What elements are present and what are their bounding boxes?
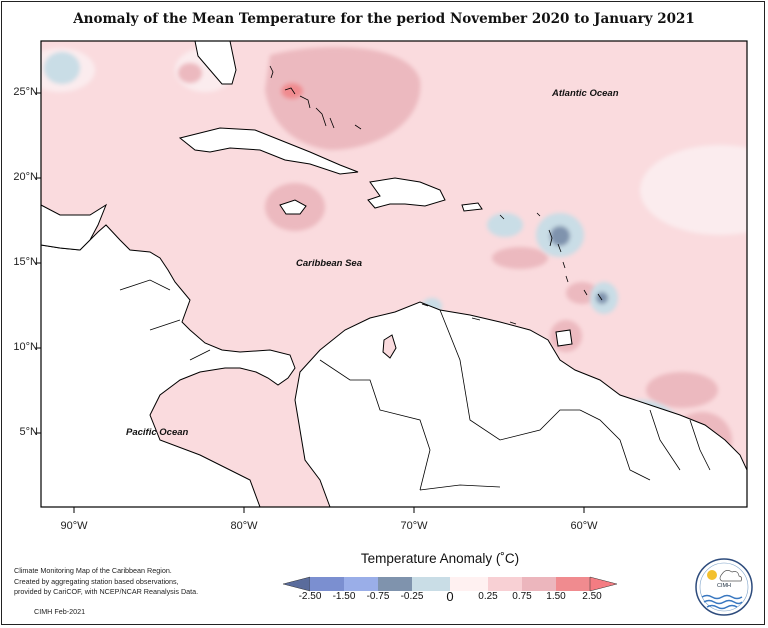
map-border: [40, 40, 748, 508]
florida: [194, 41, 237, 85]
legend-swatch-0: [282, 576, 311, 592]
legend-swatch-4: [412, 577, 450, 591]
lat-label-15: 15°N: [13, 256, 38, 268]
lat-label-10: 10°N: [13, 341, 38, 353]
label-atlantic-ocean: Atlantic Ocean: [552, 88, 619, 99]
trinidad: [555, 329, 573, 347]
legend-tick: 0.25: [478, 591, 498, 602]
legend-swatch-1: [310, 577, 344, 591]
legend-tick: 2.50: [582, 591, 602, 602]
credit-line: Created by aggregating station based obs…: [14, 576, 179, 586]
sun-icon: [707, 570, 717, 580]
legend-title: Temperature Anomaly (˚C): [360, 551, 520, 566]
lon-label-60: 60°W: [570, 520, 598, 532]
legend-swatch-6: [488, 577, 522, 591]
label-caribbean-sea: Caribbean Sea: [296, 258, 362, 269]
map-title: Anomaly of the Mean Temperature for the …: [73, 11, 695, 27]
legend-tick: -0.75: [366, 591, 390, 602]
credit-line: provided by CariCOF, with NCEP/NCAR Rean…: [14, 587, 199, 596]
lon-label-70: 70°W: [400, 520, 428, 532]
central-america: [41, 224, 296, 507]
cuba: [178, 127, 359, 175]
hispaniola: [367, 177, 446, 209]
yucatan: [41, 203, 108, 251]
credit-text: Climate Monitoring Map of the Caribbean …: [14, 566, 214, 598]
legend-tick: -1.50: [332, 591, 356, 602]
landmasses: [41, 41, 747, 507]
legend-swatch-9: [589, 576, 618, 592]
legend-swatch-8: [556, 577, 590, 591]
lat-label-20: 20°N: [13, 171, 38, 183]
legend-tick: 0.75: [512, 591, 532, 602]
legend-tick: 1.50: [546, 591, 566, 602]
legend-swatch-3: [378, 577, 412, 591]
axis-ticks: [35, 92, 585, 513]
label-pacific-ocean: Pacific Ocean: [126, 427, 189, 438]
lat-label-25: 25°N: [13, 86, 38, 98]
jamaica: [279, 199, 307, 215]
legend-colorbar: [282, 576, 618, 592]
legend-tick: -0.25: [400, 591, 424, 602]
credit-footer: CIMH Feb-2021: [34, 607, 86, 616]
credit-line: Climate Monitoring Map of the Caribbean …: [14, 566, 172, 575]
lat-label-5: 5°N: [19, 426, 38, 438]
south-america: [294, 301, 747, 507]
lon-label-80: 80°W: [230, 520, 258, 532]
cimh-logo: [695, 558, 753, 616]
cloud-icon: [719, 570, 743, 582]
lake-maracaibo: [382, 334, 397, 359]
country-borders: [119, 279, 711, 491]
legend-tick: 0: [446, 589, 454, 604]
legend-swatch-7: [522, 577, 556, 591]
logo-text: CIMH: [716, 583, 732, 589]
lon-label-90: 90°W: [60, 520, 88, 532]
small-islands: [269, 65, 603, 325]
puerto-rico: [461, 202, 483, 212]
legend-swatch-5: [450, 577, 488, 591]
legend-tick: -2.50: [298, 591, 322, 602]
legend-swatch-2: [344, 577, 378, 591]
wave-icon: [701, 594, 743, 600]
